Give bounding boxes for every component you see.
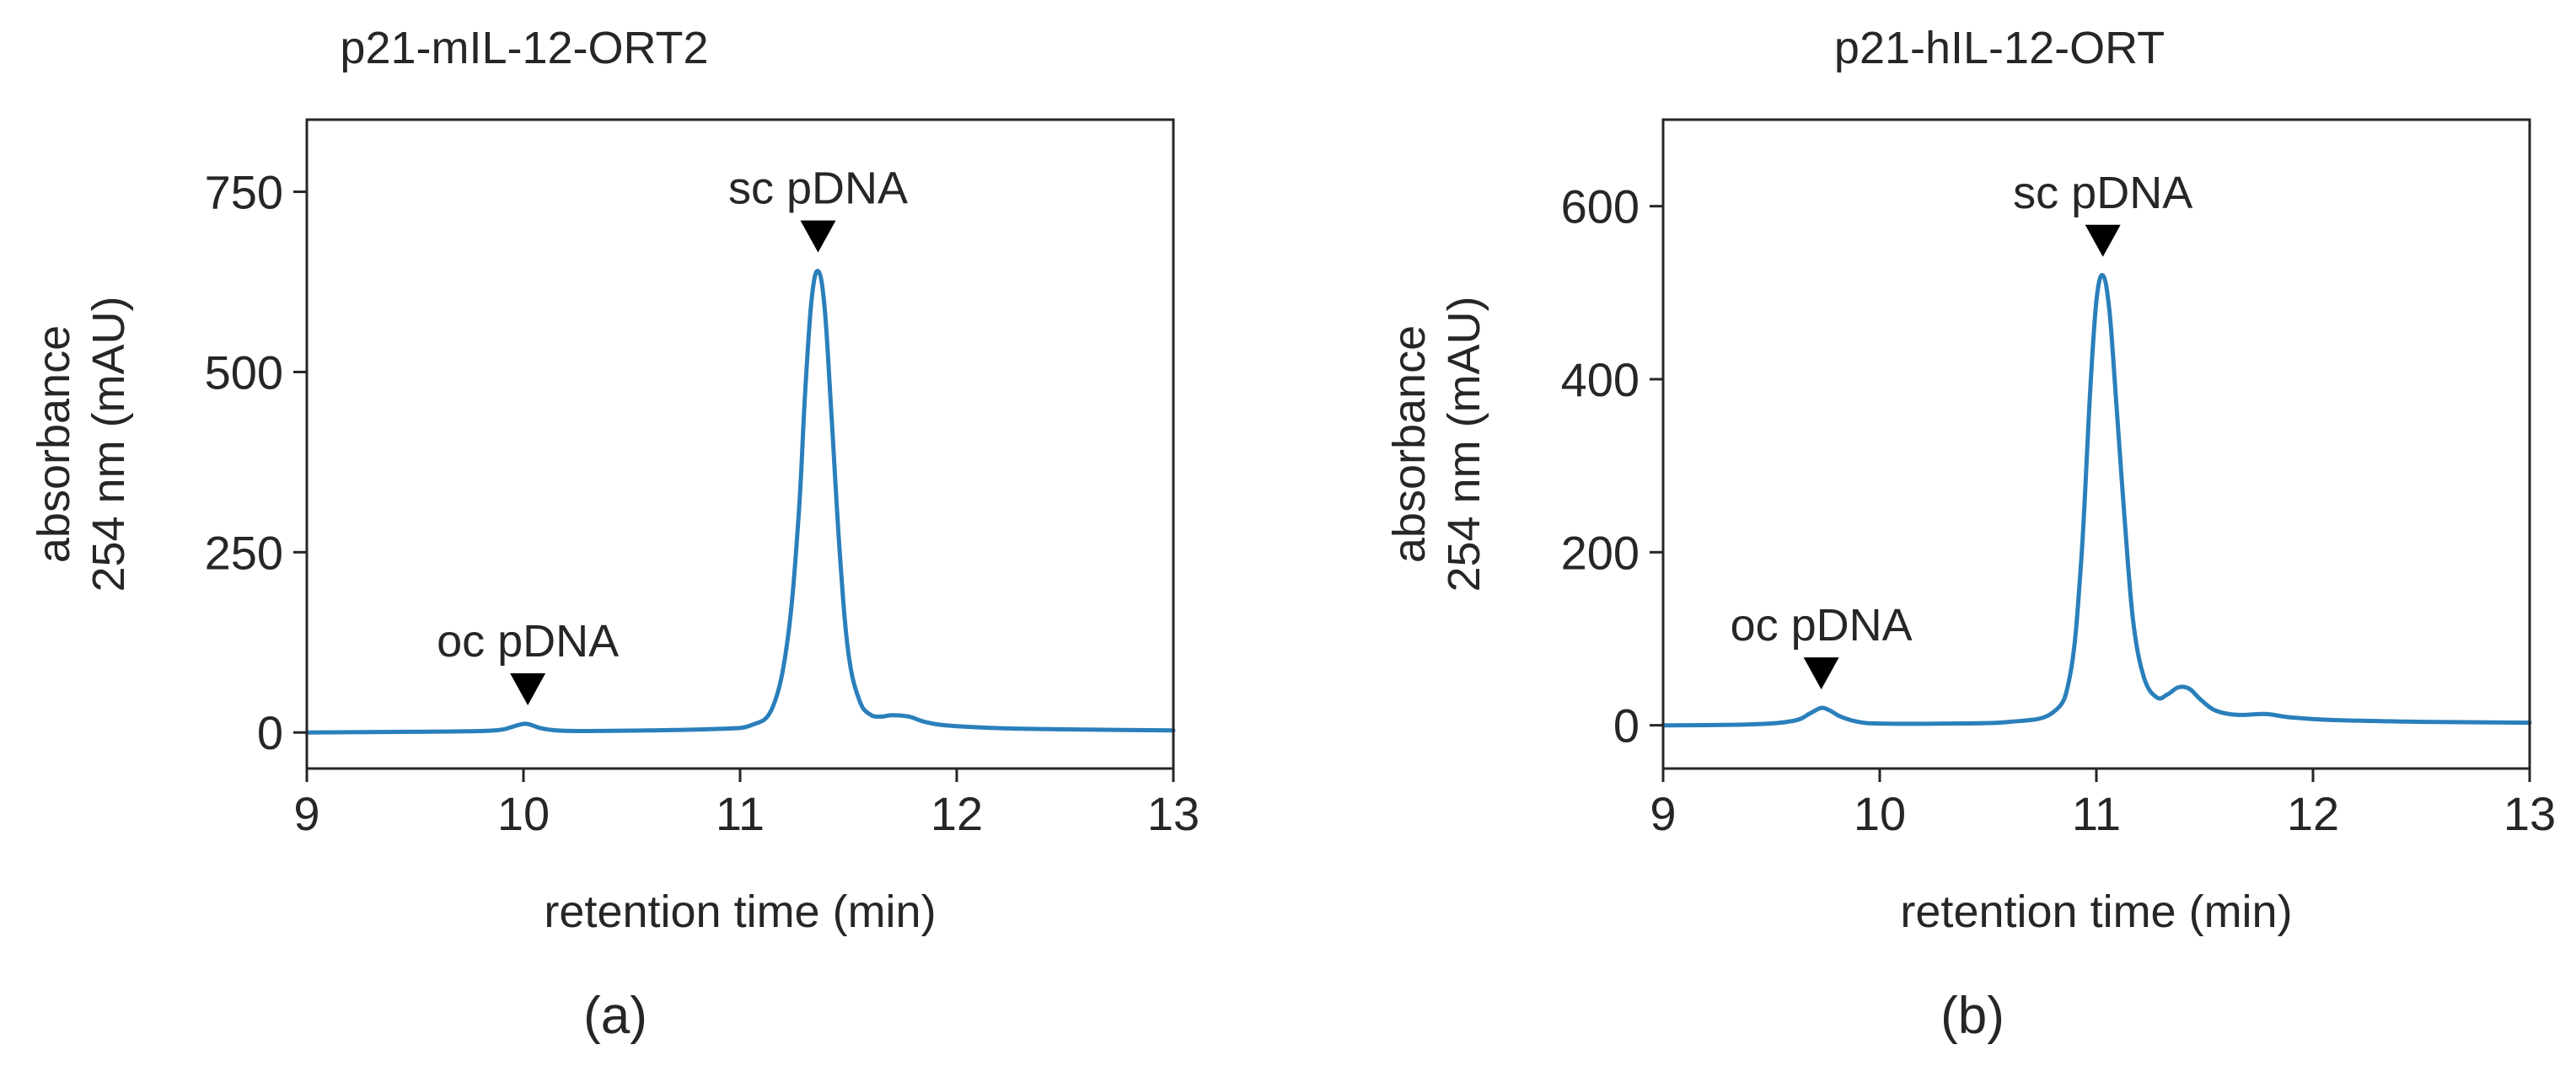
panel-a-y-ticks: 0 250 500 750 bbox=[205, 166, 307, 759]
panel-b-x-tick-label-2: 11 bbox=[2072, 787, 2121, 840]
panel-a-x-tick-label-4: 13 bbox=[1147, 787, 1199, 840]
panel-a-marks: oc pDNA sc pDNA bbox=[304, 163, 1176, 735]
panel-b-annotation-marker-1 bbox=[2085, 224, 2121, 257]
panel-b-y-tick-label-1: 200 bbox=[1561, 526, 1640, 579]
panel-b-annotation-marker-0 bbox=[1803, 657, 1839, 690]
panel-b-title: p21-hIL-12-ORT bbox=[1834, 23, 2165, 73]
panel-b-x-ticks: 9 10 11 12 13 bbox=[1650, 769, 2556, 840]
panel-a-title: p21-mIL-12-ORT2 bbox=[340, 23, 708, 73]
panel-b-annotation-label-1: sc pDNA bbox=[2013, 168, 2192, 218]
panel-a: p21-mIL-12-ORT2 oc pDNA sc pDNA 9 10 11 12 13… bbox=[29, 23, 1199, 1045]
panel-a-y-tick-label-2: 500 bbox=[205, 346, 283, 399]
panel-b-y-tick-label-3: 600 bbox=[1561, 180, 1640, 233]
panel-b-y-axis-label-line1: absorbance bbox=[1384, 325, 1435, 563]
panel-a-x-axis-label: retention time (min) bbox=[544, 887, 936, 937]
panel-a-x-tick-label-1: 10 bbox=[497, 787, 550, 840]
panel-a-y-axis-label-line1: absorbance bbox=[29, 325, 79, 563]
panel-b-y-tick-label-2: 400 bbox=[1561, 353, 1640, 406]
panel-b-y-tick-label-0: 0 bbox=[1613, 699, 1640, 753]
panel-a-label: (a) bbox=[583, 987, 647, 1045]
panel-a-y-axis-label-line2: 254 nm (mAU) bbox=[83, 296, 134, 592]
panel-b-x-tick-label-4: 13 bbox=[2504, 787, 2556, 840]
panel-a-annotation-marker-1 bbox=[800, 220, 836, 253]
panel-b-y-axis-label-line2: 254 nm (mAU) bbox=[1439, 296, 1489, 592]
panel-a-x-tick-label-0: 9 bbox=[293, 787, 319, 840]
panel-a-x-tick-label-3: 12 bbox=[931, 787, 983, 840]
panel-a-annotation-marker-0 bbox=[510, 672, 546, 705]
panel-a-x-ticks: 9 10 11 12 13 bbox=[293, 769, 1199, 840]
panel-a-y-tick-label-0: 0 bbox=[257, 706, 283, 759]
panel-b-marks: oc pDNA sc pDNA bbox=[1661, 168, 2532, 728]
panel-a-y-tick-label-1: 250 bbox=[205, 526, 283, 579]
panel-a-series-line-0 bbox=[304, 269, 1176, 735]
panel-b-x-tick-label-1: 10 bbox=[1854, 787, 1906, 840]
panel-b-x-tick-label-0: 9 bbox=[1650, 787, 1676, 840]
panel-a-x-tick-label-2: 11 bbox=[716, 787, 765, 840]
panel-a-annotation-label-1: sc pDNA bbox=[728, 163, 908, 214]
panel-b-x-axis-label: retention time (min) bbox=[1900, 887, 2292, 937]
panel-a-plot-frame bbox=[305, 118, 1175, 770]
panel-b-y-ticks: 0 200 400 600 bbox=[1561, 180, 1663, 753]
panel-b-x-tick-label-3: 12 bbox=[2287, 787, 2339, 840]
panel-b-series-line-0 bbox=[1661, 273, 2532, 728]
panel-b-annotation-label-0: oc pDNA bbox=[1731, 600, 1913, 651]
panel-a-y-tick-label-3: 750 bbox=[205, 166, 283, 219]
panel-b-label: (b) bbox=[1940, 987, 2004, 1045]
panel-a-annotation-label-0: oc pDNA bbox=[437, 616, 619, 667]
